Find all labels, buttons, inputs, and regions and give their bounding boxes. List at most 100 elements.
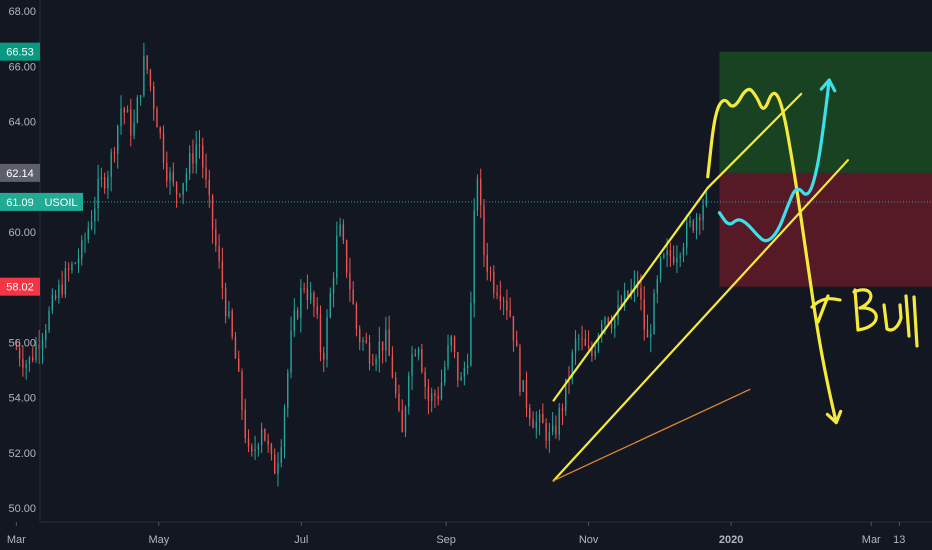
- candle-body: [633, 281, 636, 289]
- candle-body: [306, 288, 309, 300]
- candle-body: [502, 300, 505, 302]
- candle-body: [457, 352, 459, 381]
- candle-body: [682, 247, 685, 256]
- candle-body: [169, 172, 171, 181]
- candle-body: [166, 163, 168, 181]
- candle-body: [313, 292, 315, 307]
- candle-body: [58, 284, 60, 299]
- candle-body: [699, 217, 701, 221]
- trend-line: [552, 388, 751, 482]
- candle-body: [466, 365, 469, 369]
- candle-body: [561, 408, 564, 412]
- candle-body: [54, 295, 57, 299]
- candle-body: [529, 407, 531, 419]
- candle-body: [136, 97, 139, 123]
- yellow-projection-arrowhead: [825, 409, 843, 425]
- time-tick-label: Mar: [862, 534, 881, 546]
- candle-body: [578, 338, 580, 340]
- price-tags: 66.53 62.14 61.09 58.02: [0, 42, 40, 296]
- price-tag-box: [0, 192, 40, 211]
- candle-body: [352, 289, 354, 305]
- candle-body: [228, 310, 230, 317]
- candle-body: [686, 222, 688, 248]
- candle-body: [476, 179, 479, 211]
- candle-body: [424, 371, 426, 387]
- candle-body: [182, 183, 184, 195]
- candle-body: [107, 176, 109, 189]
- candle-body: [195, 144, 197, 164]
- candle-body: [218, 246, 220, 262]
- candle-body: [270, 444, 273, 455]
- candle-body: [97, 178, 99, 209]
- candle-body: [48, 310, 50, 331]
- candle-body: [342, 224, 345, 241]
- candle-body: [77, 258, 80, 264]
- candle-body: [349, 272, 351, 290]
- candle-body: [152, 86, 155, 109]
- candle-body: [394, 377, 397, 394]
- candle-body: [381, 341, 384, 351]
- trend-line: [706, 92, 803, 189]
- candle-body: [32, 357, 34, 361]
- candle-body: [607, 317, 609, 325]
- price-tag-label: 62.14: [6, 168, 34, 180]
- candle-body: [601, 324, 603, 336]
- candle-body: [51, 295, 54, 311]
- candle-body: [296, 310, 299, 318]
- candle-body: [653, 293, 655, 334]
- candle-body: [378, 341, 381, 360]
- candle-body: [499, 295, 502, 301]
- candle-body: [489, 271, 492, 273]
- candle-body: [319, 313, 322, 353]
- price-tick-label: 52.00: [8, 448, 36, 460]
- candle-body: [444, 367, 446, 383]
- price-axis[interactable]: 50.0052.0054.0056.0058.0060.0062.0064.00…: [8, 6, 36, 515]
- candle-body: [323, 352, 325, 360]
- candle-body: [555, 425, 557, 435]
- candle-body: [336, 235, 338, 278]
- candle-body: [453, 336, 456, 353]
- candle-body: [211, 195, 214, 229]
- candle-body: [368, 342, 371, 364]
- candle-body: [659, 257, 662, 280]
- candle-body: [103, 177, 106, 189]
- bull-letter-u: [882, 303, 903, 332]
- candle-body: [486, 254, 488, 272]
- candle-body: [247, 438, 250, 447]
- candle-body: [610, 324, 613, 329]
- bull-arrow-mark: [810, 294, 842, 324]
- candle-body: [447, 345, 449, 368]
- candle-body: [25, 364, 27, 368]
- candle-body: [597, 335, 600, 351]
- candle-body: [316, 306, 318, 314]
- candle-body: [143, 55, 145, 96]
- candle-body: [185, 173, 188, 184]
- candle-body: [74, 263, 76, 265]
- candle-body: [202, 145, 204, 168]
- candle-body: [224, 288, 227, 317]
- candle-body: [604, 317, 606, 325]
- candle-body: [139, 95, 142, 98]
- price-tick-label: 66.00: [8, 61, 36, 73]
- candle-body: [385, 329, 387, 351]
- candle-body: [264, 428, 266, 441]
- candle-body: [71, 263, 73, 271]
- time-tick-label: May: [148, 534, 169, 546]
- cyan-projection-line: [717, 78, 831, 243]
- candle-body: [329, 293, 331, 318]
- candle-body: [414, 354, 417, 356]
- candle-body: [38, 344, 40, 350]
- candle-body: [362, 340, 364, 343]
- candle-body: [123, 108, 125, 113]
- risk-reward-zones: [719, 51, 932, 287]
- candle-body: [663, 254, 665, 258]
- symbol-price-label: USOIL: [40, 192, 83, 211]
- time-axis[interactable]: Mar May Jul Sep Nov 2020 Mar 13: [7, 522, 906, 546]
- candle-body: [22, 359, 24, 368]
- candle-body: [496, 292, 498, 296]
- candle-body: [192, 153, 194, 164]
- candle-body: [260, 428, 263, 446]
- candle-body: [705, 192, 708, 206]
- candle-body: [581, 338, 583, 340]
